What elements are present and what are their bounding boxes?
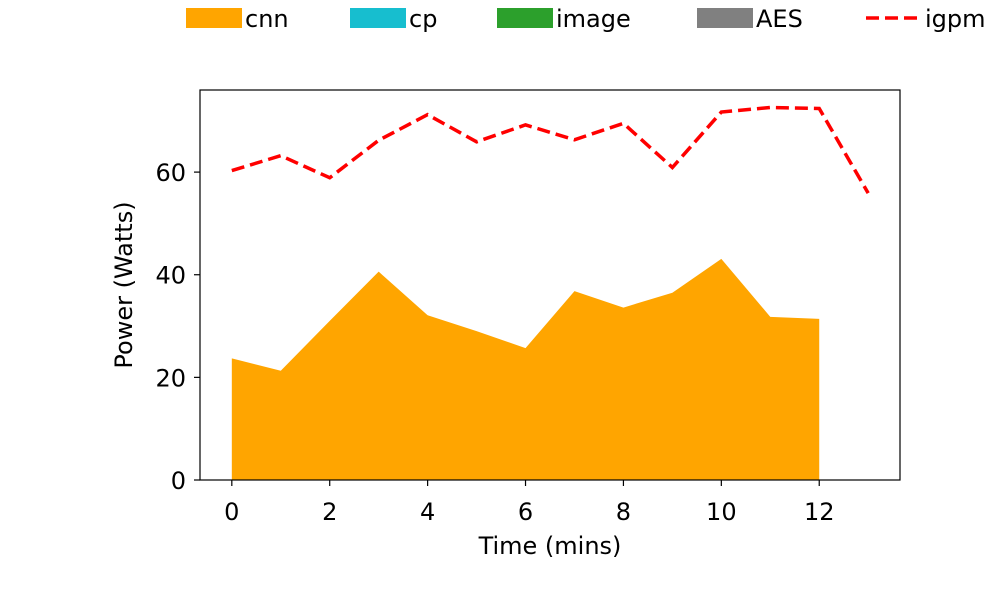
y-tick-label: 20 [155,364,186,392]
legend-swatch-cp [350,8,406,28]
x-tick-label: 12 [804,498,835,526]
series-area-cnn [231,258,820,480]
x-axis-label: Time (mins) [478,532,622,560]
legend-label-igpm: igpm [925,5,986,33]
legend-swatch-image [497,8,553,28]
legend-label-cp: cp [409,5,437,33]
x-tick-label: 4 [420,498,435,526]
x-tick-label: 10 [706,498,737,526]
plot-frame [199,89,901,481]
x-tick-label: 0 [224,498,239,526]
x-tick-label: 6 [518,498,533,526]
legend: cnn cp image AES igpm [186,5,986,33]
legend-swatch-cnn [186,8,242,28]
legend-label-cnn: cnn [245,5,289,33]
y-axis-label: Power (Watts) [110,201,138,368]
legend-swatch-AES [697,8,753,28]
x-tick-label: 8 [616,498,631,526]
legend-label-AES: AES [756,5,803,33]
y-tick-label: 60 [155,159,186,187]
axes: 0 2 4 6 8 10 12 0 20 40 60 [155,89,901,526]
plot-area [231,105,870,480]
series-line-igpm [231,105,870,195]
legend-label-image: image [556,5,631,33]
y-tick-label: 40 [155,262,186,290]
x-tick-label: 2 [322,498,337,526]
y-tick-label: 0 [171,467,186,495]
